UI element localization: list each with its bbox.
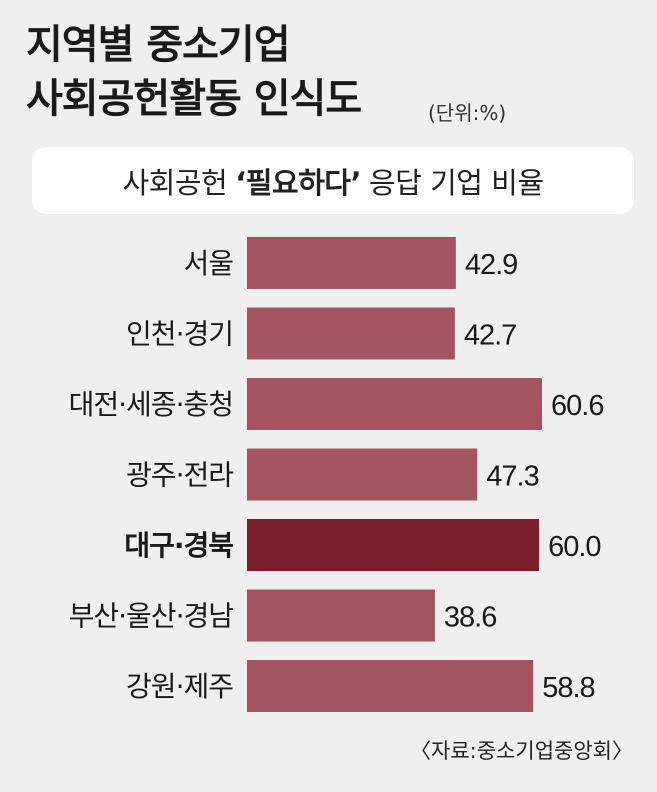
- bar-5: [247, 589, 435, 642]
- bar-chart: 서울 42.9 인천·경기 42.7 대전·세종·충청 60.6 광주·전라 47.3 대구·경…: [69, 237, 604, 712]
- subtitle-prefix: 사회공헌: [122, 165, 228, 200]
- bar-2: [247, 378, 542, 430]
- subtitle-suffix: 응답 기업 비율: [369, 165, 544, 200]
- chart-title: 지역별 중소기업 사회공헌활동 인식도: [26, 18, 362, 126]
- category-label-6: 강원·제주: [126, 670, 233, 703]
- value-label-5: 38.6: [444, 602, 496, 634]
- subtitle-emphasis: ‘필요하다’: [235, 165, 361, 200]
- category-label-1: 인천·경기: [126, 318, 233, 351]
- value-label-4: 60.0: [548, 531, 600, 563]
- category-label-2: 대전·세종·충청: [69, 388, 233, 421]
- bar-4: [247, 519, 540, 571]
- bar-0: [247, 237, 456, 289]
- category-label-0: 서울: [183, 247, 233, 280]
- value-label-3: 47.3: [486, 461, 538, 493]
- bar-1: [247, 307, 455, 360]
- value-label-1: 42.7: [464, 320, 516, 352]
- title-line-2: 사회공헌활동 인식도: [26, 76, 362, 122]
- value-label-6: 58.8: [542, 672, 594, 704]
- source-note: 〈자료:중소기업중앙회〉: [410, 739, 633, 763]
- bar-6: [247, 660, 534, 712]
- bar-3: [247, 448, 478, 501]
- category-label-5: 부산·울산·경남: [69, 600, 234, 633]
- category-label-4: 대구·경북: [124, 529, 233, 562]
- category-label-3: 광주·전라: [126, 459, 233, 492]
- value-label-0: 42.9: [465, 249, 517, 281]
- unit-label: (단위:%): [428, 101, 507, 125]
- subtitle-box: 사회공헌 ‘필요하다’ 응답 기업 비율: [32, 147, 634, 214]
- value-label-2: 60.6: [551, 390, 603, 422]
- title-line-1: 지역별 중소기업: [26, 22, 291, 68]
